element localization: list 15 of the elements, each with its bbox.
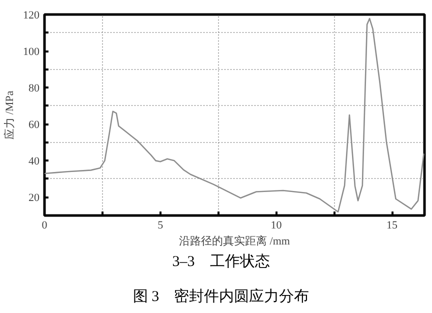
text: 3–3 工作状态 — [172, 252, 270, 272]
x-tick-label: 0 — [42, 220, 48, 232]
y-axis-title: 应力 /MPa — [3, 90, 16, 140]
y-tick-label: 120 — [23, 10, 40, 22]
y-tick-label: 100 — [23, 46, 40, 58]
x-tick-label: 5 — [158, 220, 164, 232]
y-tick-label: 80 — [28, 82, 40, 95]
y-tick-label: 20 — [28, 192, 40, 204]
caption: 图 3 密封件内圆应力分布 — [132, 287, 310, 307]
y-tick-label: 60 — [28, 119, 40, 132]
x-axis-title: 沿路径的真实距离 /mm — [179, 234, 290, 248]
line-series — [44, 18, 424, 212]
x-tick-label: 15 — [386, 220, 398, 232]
y-tick-label: 40 — [28, 156, 40, 168]
x-tick-label: 10 — [270, 220, 282, 232]
